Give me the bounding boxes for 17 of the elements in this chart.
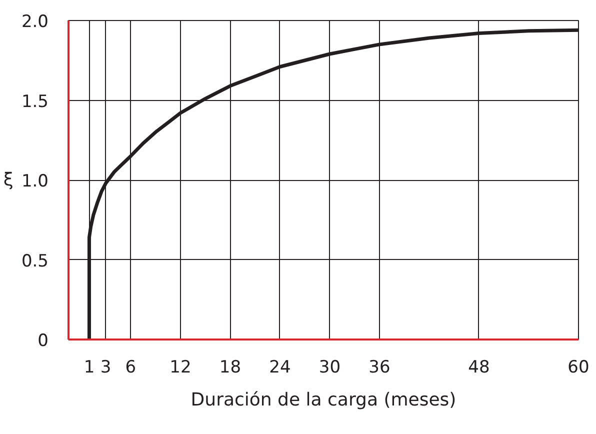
y-tick-label: 1.0 bbox=[21, 172, 49, 192]
y-tick-label: 0.5 bbox=[21, 251, 49, 272]
x-tick-label: 30 bbox=[318, 358, 341, 378]
x-tick-label: 12 bbox=[170, 358, 192, 378]
x-tick-label: 6 bbox=[125, 358, 136, 378]
y-tick-label: 1.5 bbox=[21, 92, 49, 112]
y-tick-label: 2.0 bbox=[21, 12, 49, 32]
y-axis-title: ξ bbox=[3, 170, 14, 190]
x-tick-label: 1 bbox=[84, 358, 95, 378]
y-tick-label: 0 bbox=[38, 331, 49, 351]
x-tick-label: 48 bbox=[468, 358, 490, 378]
x-tick-label: 60 bbox=[568, 358, 590, 378]
x-tick-label: 18 bbox=[219, 358, 242, 378]
x-tick-label: 36 bbox=[368, 358, 390, 378]
x-tick-label: 3 bbox=[100, 358, 112, 378]
x-axis-title: Duración de la carga (meses) bbox=[190, 390, 456, 410]
x-tick-label: 24 bbox=[269, 358, 291, 378]
